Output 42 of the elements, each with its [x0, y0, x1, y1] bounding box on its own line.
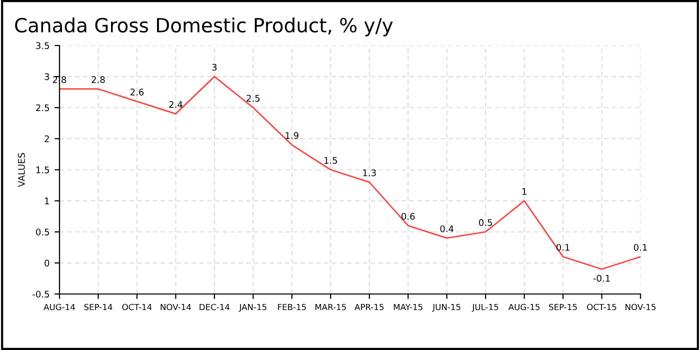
- y-tick-label: 1.5: [36, 166, 49, 174]
- x-tick-label: JUN-15: [432, 304, 460, 312]
- data-label: 0.1: [556, 244, 570, 251]
- x-tick-label: APR-15: [354, 304, 384, 310]
- data-label: 1: [522, 188, 526, 195]
- y-tick-label: 2.5: [36, 104, 49, 112]
- y-tick-label: 3.5: [36, 42, 49, 50]
- y-tick-label: -0.5: [32, 290, 49, 298]
- x-tick-label: JUL-15: [472, 304, 498, 312]
- x-tick-label: NOV-14: [160, 304, 191, 310]
- x-tick-label: AUG-14: [44, 304, 75, 310]
- data-label: 3: [212, 64, 217, 71]
- x-tick-label: MAY-15: [394, 304, 422, 310]
- data-label: 0.1: [634, 244, 647, 251]
- data-label: 1.5: [324, 157, 338, 164]
- y-tick-label: 1: [45, 198, 49, 204]
- x-tick-label: MAR-15: [315, 304, 346, 310]
- chart-title: Canada Gross Domestic Product, % y/y: [15, 18, 393, 36]
- x-tick-label: DEC-14: [200, 304, 230, 310]
- data-label: 1.3: [363, 169, 376, 176]
- x-tick-label: NOV-15: [626, 304, 656, 310]
- x-tick-label: AUG-15: [508, 304, 540, 310]
- data-label: 1.9: [286, 132, 298, 139]
- data-label: 2.5: [246, 94, 260, 102]
- y-tick-label: 0: [44, 260, 50, 266]
- data-label: 2.6: [130, 88, 144, 96]
- x-tick-label: OCT-14: [122, 304, 152, 310]
- x-tick-label: SEP-15: [549, 304, 577, 310]
- x-tick-label: OCT-15: [587, 304, 616, 310]
- data-label: 2.8: [92, 76, 105, 84]
- data-label: 0.4: [440, 225, 454, 232]
- y-axis-title: VALUES: [18, 153, 25, 187]
- data-label: -0.1: [593, 274, 610, 282]
- x-tick-label: FEB-15: [278, 304, 306, 310]
- x-tick-label: SEP-14: [84, 304, 112, 310]
- y-tick-label: 0.5: [36, 228, 49, 236]
- y-tick-label: 2: [44, 135, 49, 142]
- data-label: 0.6: [402, 212, 415, 220]
- data-label: 2.4: [169, 101, 182, 108]
- y-tick-label: 3: [44, 73, 50, 80]
- data-label: 0.5: [478, 219, 492, 226]
- x-tick-label: JAN-15: [238, 304, 266, 312]
